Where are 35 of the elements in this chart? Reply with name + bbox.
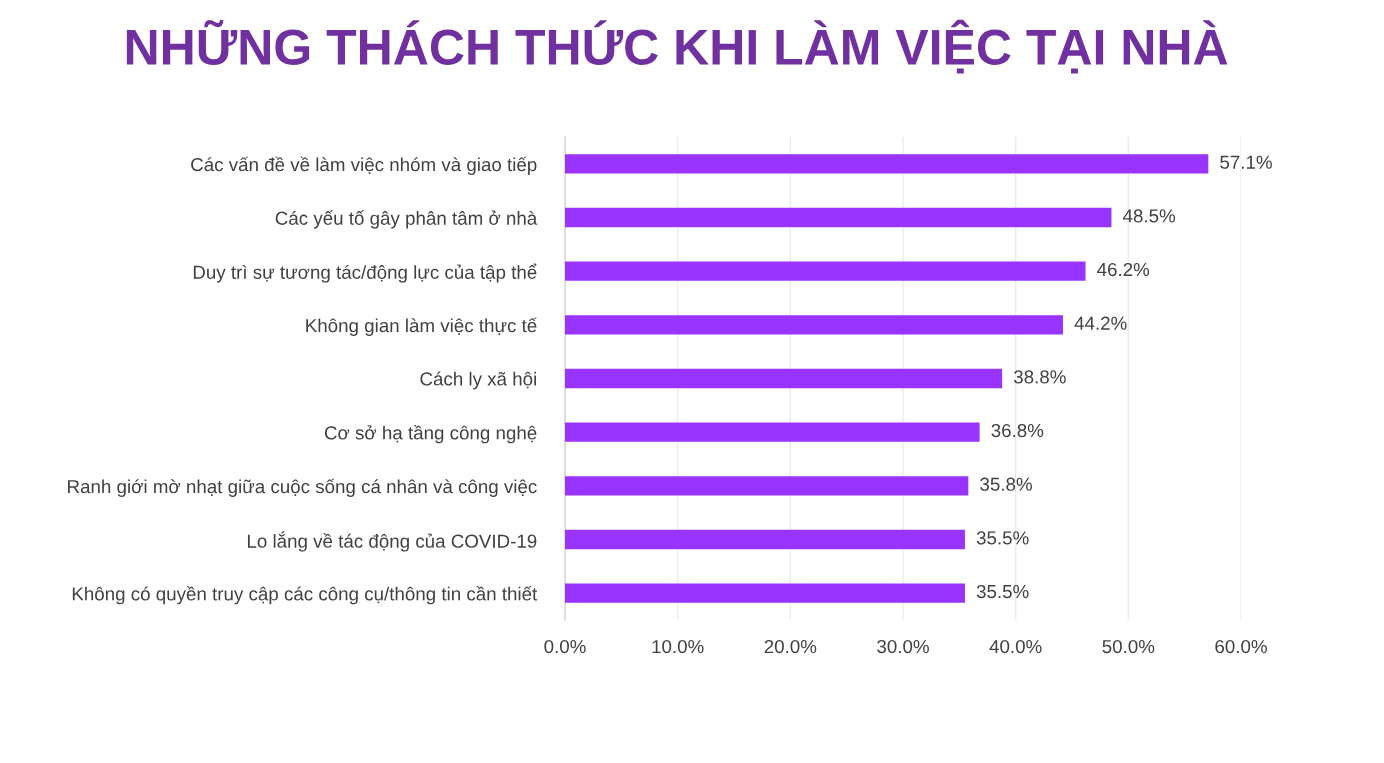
x-tick-label: 10.0% bbox=[652, 639, 704, 654]
data-label: 35.8% bbox=[980, 477, 1032, 491]
x-tick-label: 0.0% bbox=[544, 639, 586, 654]
data-label: 38.8% bbox=[1013, 370, 1066, 384]
data-label: 46.2% bbox=[1097, 262, 1150, 277]
y-tick-label: Không gian làm việc thực tế bbox=[306, 317, 537, 336]
data-label: 35.5% bbox=[976, 531, 1029, 545]
data-label: 57.1% bbox=[1220, 155, 1272, 169]
bar bbox=[565, 476, 969, 496]
bar bbox=[565, 207, 1112, 228]
bar bbox=[565, 261, 1086, 281]
y-tick-label: Cách ly xã hội bbox=[420, 371, 536, 390]
y-tick-label: Cơ sở hạ tầng công nghệ bbox=[324, 424, 537, 444]
data-label: 44.2% bbox=[1074, 316, 1127, 330]
y-tick-label: Lo lắng về tác động của COVID-19 bbox=[247, 531, 537, 552]
bar bbox=[565, 583, 965, 603]
bar bbox=[565, 529, 965, 550]
data-label: 48.5% bbox=[1122, 209, 1176, 223]
x-tick-label: 60.0% bbox=[1215, 639, 1267, 654]
y-tick-label: Các vấn đề về làm việc nhóm và giao tiếp bbox=[191, 156, 537, 175]
x-tick-label: 20.0% bbox=[764, 639, 817, 654]
x-tick-label: 30.0% bbox=[877, 639, 929, 654]
y-tick-label: Các yếu tố gây phân tâm ở nhà bbox=[275, 210, 538, 229]
bar bbox=[565, 315, 1063, 335]
bar bbox=[565, 368, 1003, 389]
y-tick-label: Ranh giới mờ nhạt giữa cuộc sống cá nhân và công việc bbox=[68, 478, 537, 497]
x-tick-label: 40.0% bbox=[989, 639, 1042, 654]
bar bbox=[565, 422, 980, 442]
y-tick-label: Không có quyền truy cập các công cụ/thông tin cần thiết bbox=[72, 585, 538, 605]
y-tick-label: Duy trì sự tương tác/động lực của tập thể bbox=[193, 263, 537, 283]
data-label: 35.5% bbox=[976, 584, 1029, 599]
bar bbox=[565, 154, 1209, 174]
x-tick-label: 50.0% bbox=[1102, 639, 1155, 654]
data-label: 36.8% bbox=[991, 423, 1044, 438]
chart-title: NHỮNG THÁCH THỨC KHI LÀM VIỆC TẠI NHÀ bbox=[126, 19, 1228, 74]
